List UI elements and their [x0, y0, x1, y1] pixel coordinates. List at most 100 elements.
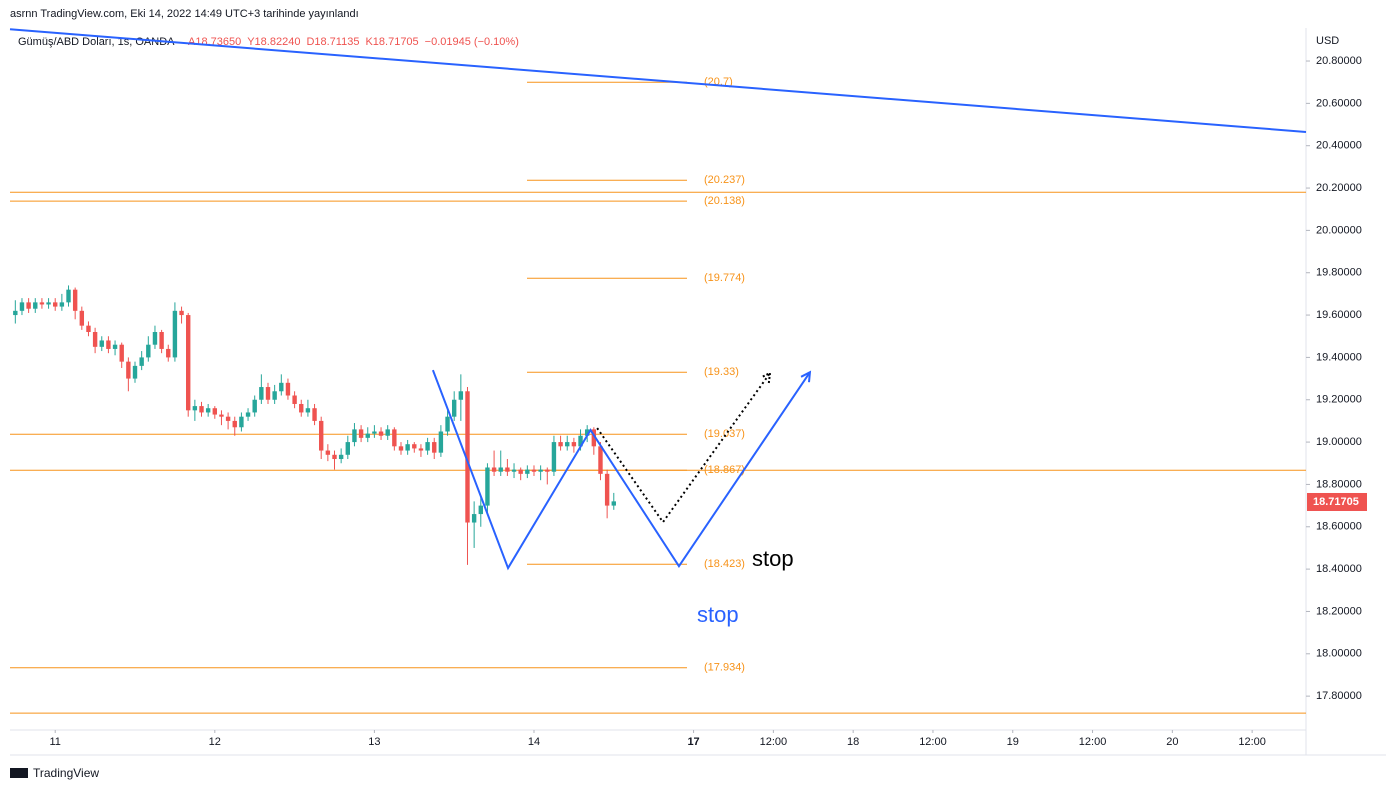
candle-body	[438, 431, 444, 453]
fib-label: (19.037)	[704, 428, 745, 440]
fib-label: (20.237)	[704, 174, 745, 186]
candle-body	[59, 302, 65, 307]
candle-body	[53, 302, 58, 307]
candle-body	[166, 348, 171, 358]
x-tick-label: 12:00	[1079, 736, 1107, 748]
y-tick-label: 20.00000	[1316, 224, 1362, 236]
x-tick-label: 11	[50, 736, 61, 748]
candle-body	[205, 408, 211, 413]
candle-body	[259, 387, 264, 400]
y-tick-label: 18.20000	[1316, 605, 1362, 617]
candle-body	[232, 420, 237, 428]
candle-body	[465, 391, 470, 523]
fib-label: (17.934)	[704, 662, 745, 674]
legend-value: Y18.82240	[247, 36, 300, 48]
candle-body	[358, 429, 364, 438]
candle-body	[505, 467, 510, 472]
fib-label: (18.423)	[704, 558, 745, 570]
candle-body	[525, 469, 530, 474]
dotted-path	[596, 372, 771, 524]
candle-body	[538, 469, 543, 472]
candle-body	[192, 406, 198, 411]
footer-brand: TradingView	[33, 766, 99, 780]
y-tick-label: 18.40000	[1316, 563, 1362, 575]
candle-body	[26, 302, 31, 309]
candle-body	[318, 420, 324, 451]
candle-body	[285, 382, 291, 396]
candle-body	[432, 442, 437, 453]
legend-value: K18.71705	[365, 36, 418, 48]
candle-body	[338, 454, 344, 460]
candle-body	[604, 473, 610, 506]
candle-body	[19, 302, 25, 311]
candle-body	[312, 408, 317, 421]
candle-body	[186, 315, 191, 411]
y-axis-label: USD	[1316, 35, 1339, 47]
candle-body	[33, 302, 38, 309]
fib-label: (19.774)	[704, 272, 745, 284]
candle-body	[252, 399, 257, 413]
candle-body	[412, 444, 417, 449]
candle-body	[199, 406, 204, 413]
candle-body	[146, 344, 151, 358]
y-tick-label: 19.00000	[1316, 436, 1362, 448]
candle-body	[219, 414, 224, 417]
x-tick-label: 20	[1166, 736, 1178, 748]
candle-body	[378, 431, 384, 436]
y-tick-label: 19.60000	[1316, 309, 1362, 321]
candle-body	[99, 340, 104, 347]
candle-body	[345, 442, 350, 455]
candle-body	[66, 289, 71, 303]
candle-body	[458, 391, 464, 400]
x-tick-label: 14	[528, 736, 540, 748]
candle-body	[545, 469, 550, 472]
candle-body	[86, 325, 91, 333]
candle-body	[225, 416, 231, 421]
candle-body	[132, 365, 138, 379]
candle-body	[119, 344, 124, 362]
annotation: stop	[752, 546, 794, 571]
y-tick-label: 18.80000	[1316, 478, 1362, 490]
candle-body	[172, 310, 178, 358]
x-tick-label: 12:00	[919, 736, 947, 748]
logo-icon	[10, 768, 28, 778]
candle-body	[272, 391, 277, 400]
candle-body	[159, 332, 164, 349]
candle-body	[325, 450, 331, 455]
candle-body	[245, 412, 251, 417]
y-tick-label: 20.60000	[1316, 97, 1362, 109]
y-tick-label: 18.00000	[1316, 648, 1362, 660]
y-tick-label: 19.20000	[1316, 394, 1362, 406]
candle-body	[126, 361, 131, 379]
candle-body	[584, 429, 590, 436]
zigzag-path	[431, 369, 811, 571]
candle-body	[292, 395, 297, 404]
candle-body	[591, 429, 597, 447]
y-tick-label: 17.80000	[1316, 690, 1362, 702]
candle-body	[305, 408, 311, 413]
candle-body	[279, 382, 284, 392]
candle-body	[418, 448, 424, 451]
candle-body	[451, 399, 457, 417]
candle-body	[498, 467, 503, 472]
candle-body	[385, 429, 390, 436]
candle-body	[152, 332, 158, 345]
legend-value: D18.71135	[306, 36, 359, 48]
candle-body	[578, 435, 583, 447]
candle-body	[39, 302, 45, 305]
fib-label: (18.867)	[704, 464, 745, 476]
candle-body	[332, 454, 337, 460]
candle-body	[92, 332, 98, 347]
y-tick-label: 20.20000	[1316, 182, 1362, 194]
candle-body	[558, 442, 563, 447]
annotation: stop	[697, 602, 739, 627]
candle-body	[299, 403, 304, 413]
candle-body	[565, 442, 570, 447]
candle-body	[352, 429, 357, 443]
candle-body	[112, 344, 118, 349]
candle-body	[265, 387, 271, 400]
arrow-head	[760, 371, 772, 384]
candle-body	[179, 310, 184, 316]
